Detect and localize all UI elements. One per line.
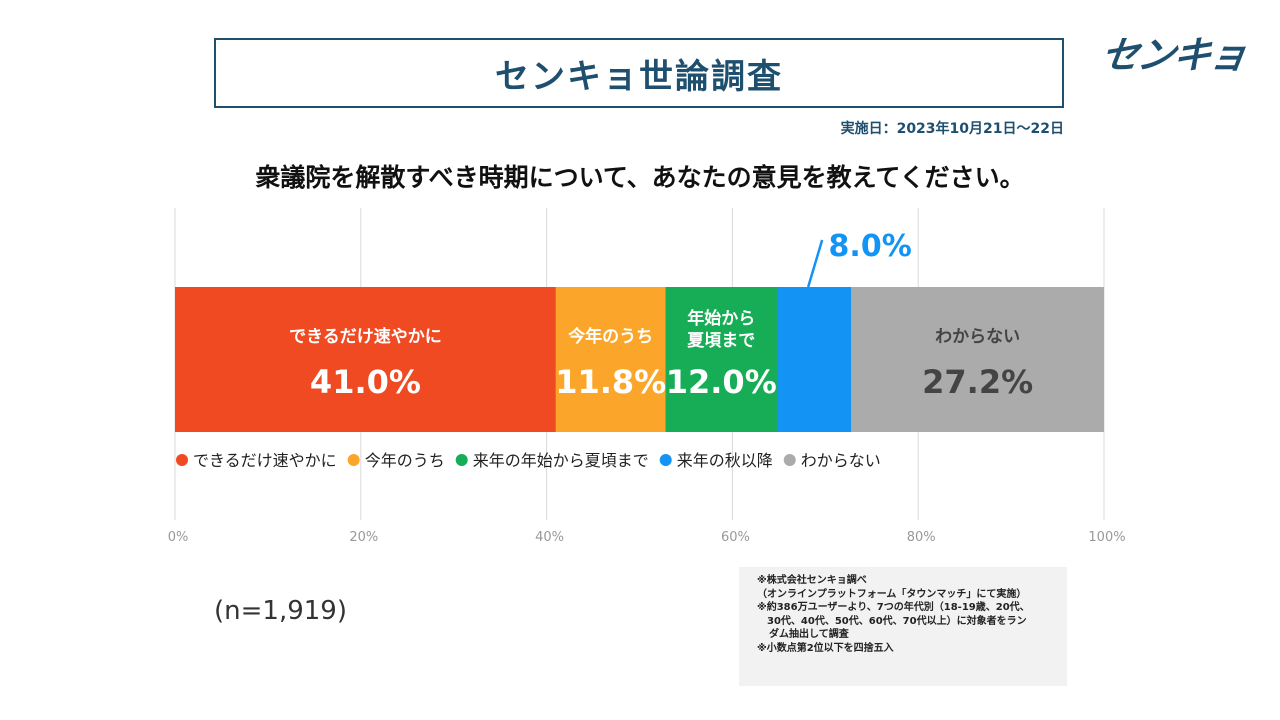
bar-segment [776, 287, 852, 432]
x-tick-label: 0% [168, 530, 189, 545]
legend-marker [347, 454, 360, 466]
data-label: 12.0% [666, 363, 777, 401]
data-label: 8.0% [829, 229, 912, 264]
legend-label: 来年の年始から夏頃まで [473, 451, 649, 470]
callout-line [806, 239, 824, 288]
x-tick-label: 40% [535, 530, 564, 545]
note-line: ※小数点第2位以下を四捨五入 [757, 642, 894, 654]
page-title: センキョ世論調査 [495, 56, 783, 97]
bar-segment [665, 287, 777, 432]
note-line: ダム抽出して調査 [769, 629, 849, 640]
legend-label: 今年のうち [365, 451, 445, 470]
legend-marker [176, 454, 188, 466]
sample-size: (n=1,919) [214, 596, 347, 626]
x-tick-label: 20% [349, 530, 378, 545]
bar-segment [555, 287, 666, 432]
data-label: 41.0% [310, 363, 421, 401]
category-label: 夏頃まで [687, 331, 755, 351]
x-tick-label: 60% [721, 530, 750, 545]
category-label: わからない [935, 327, 1020, 347]
bar-segment [175, 287, 556, 432]
bar-segment [851, 287, 1104, 432]
category-label: できるだけ速やかに [289, 326, 442, 347]
data-label: 11.8% [555, 363, 666, 401]
note-line: ※約386万ユーザーより、7つの年代別（18-19歳、20代、 [757, 602, 1030, 613]
title-box: センキョ世論調査 [214, 38, 1064, 108]
notes-box: ※株式会社センキョ調べ （オンラインプラットフォーム「タウンマッチ」にて実施） … [739, 567, 1067, 686]
x-tick-label: 80% [907, 530, 936, 545]
legend-label: 来年の秋以降 [677, 451, 773, 470]
note-line: 30代、40代、50代、60代、70代以上）に対象者をラン [767, 615, 1027, 627]
data-label: 27.2% [922, 363, 1033, 401]
legend-marker [455, 454, 468, 466]
category-label: 年始から [687, 308, 755, 329]
legend-label: わからない [801, 451, 881, 470]
survey-question: 衆議院を解散すべき時期について、あなたの意見を教えてください。 [255, 163, 1025, 192]
note-line: ※株式会社センキョ調べ [757, 575, 867, 586]
legend-marker [659, 454, 672, 466]
x-tick-label: 100% [1088, 530, 1125, 545]
legend-marker [783, 454, 796, 466]
note-line: （オンラインプラットフォーム「タウンマッチ」にて実施） [757, 588, 1027, 600]
survey-date: 実施日：2023年10月21日〜22日 [840, 121, 1064, 137]
legend-label: できるだけ速やかに [193, 451, 337, 470]
category-label: 今年のうち [568, 326, 653, 347]
